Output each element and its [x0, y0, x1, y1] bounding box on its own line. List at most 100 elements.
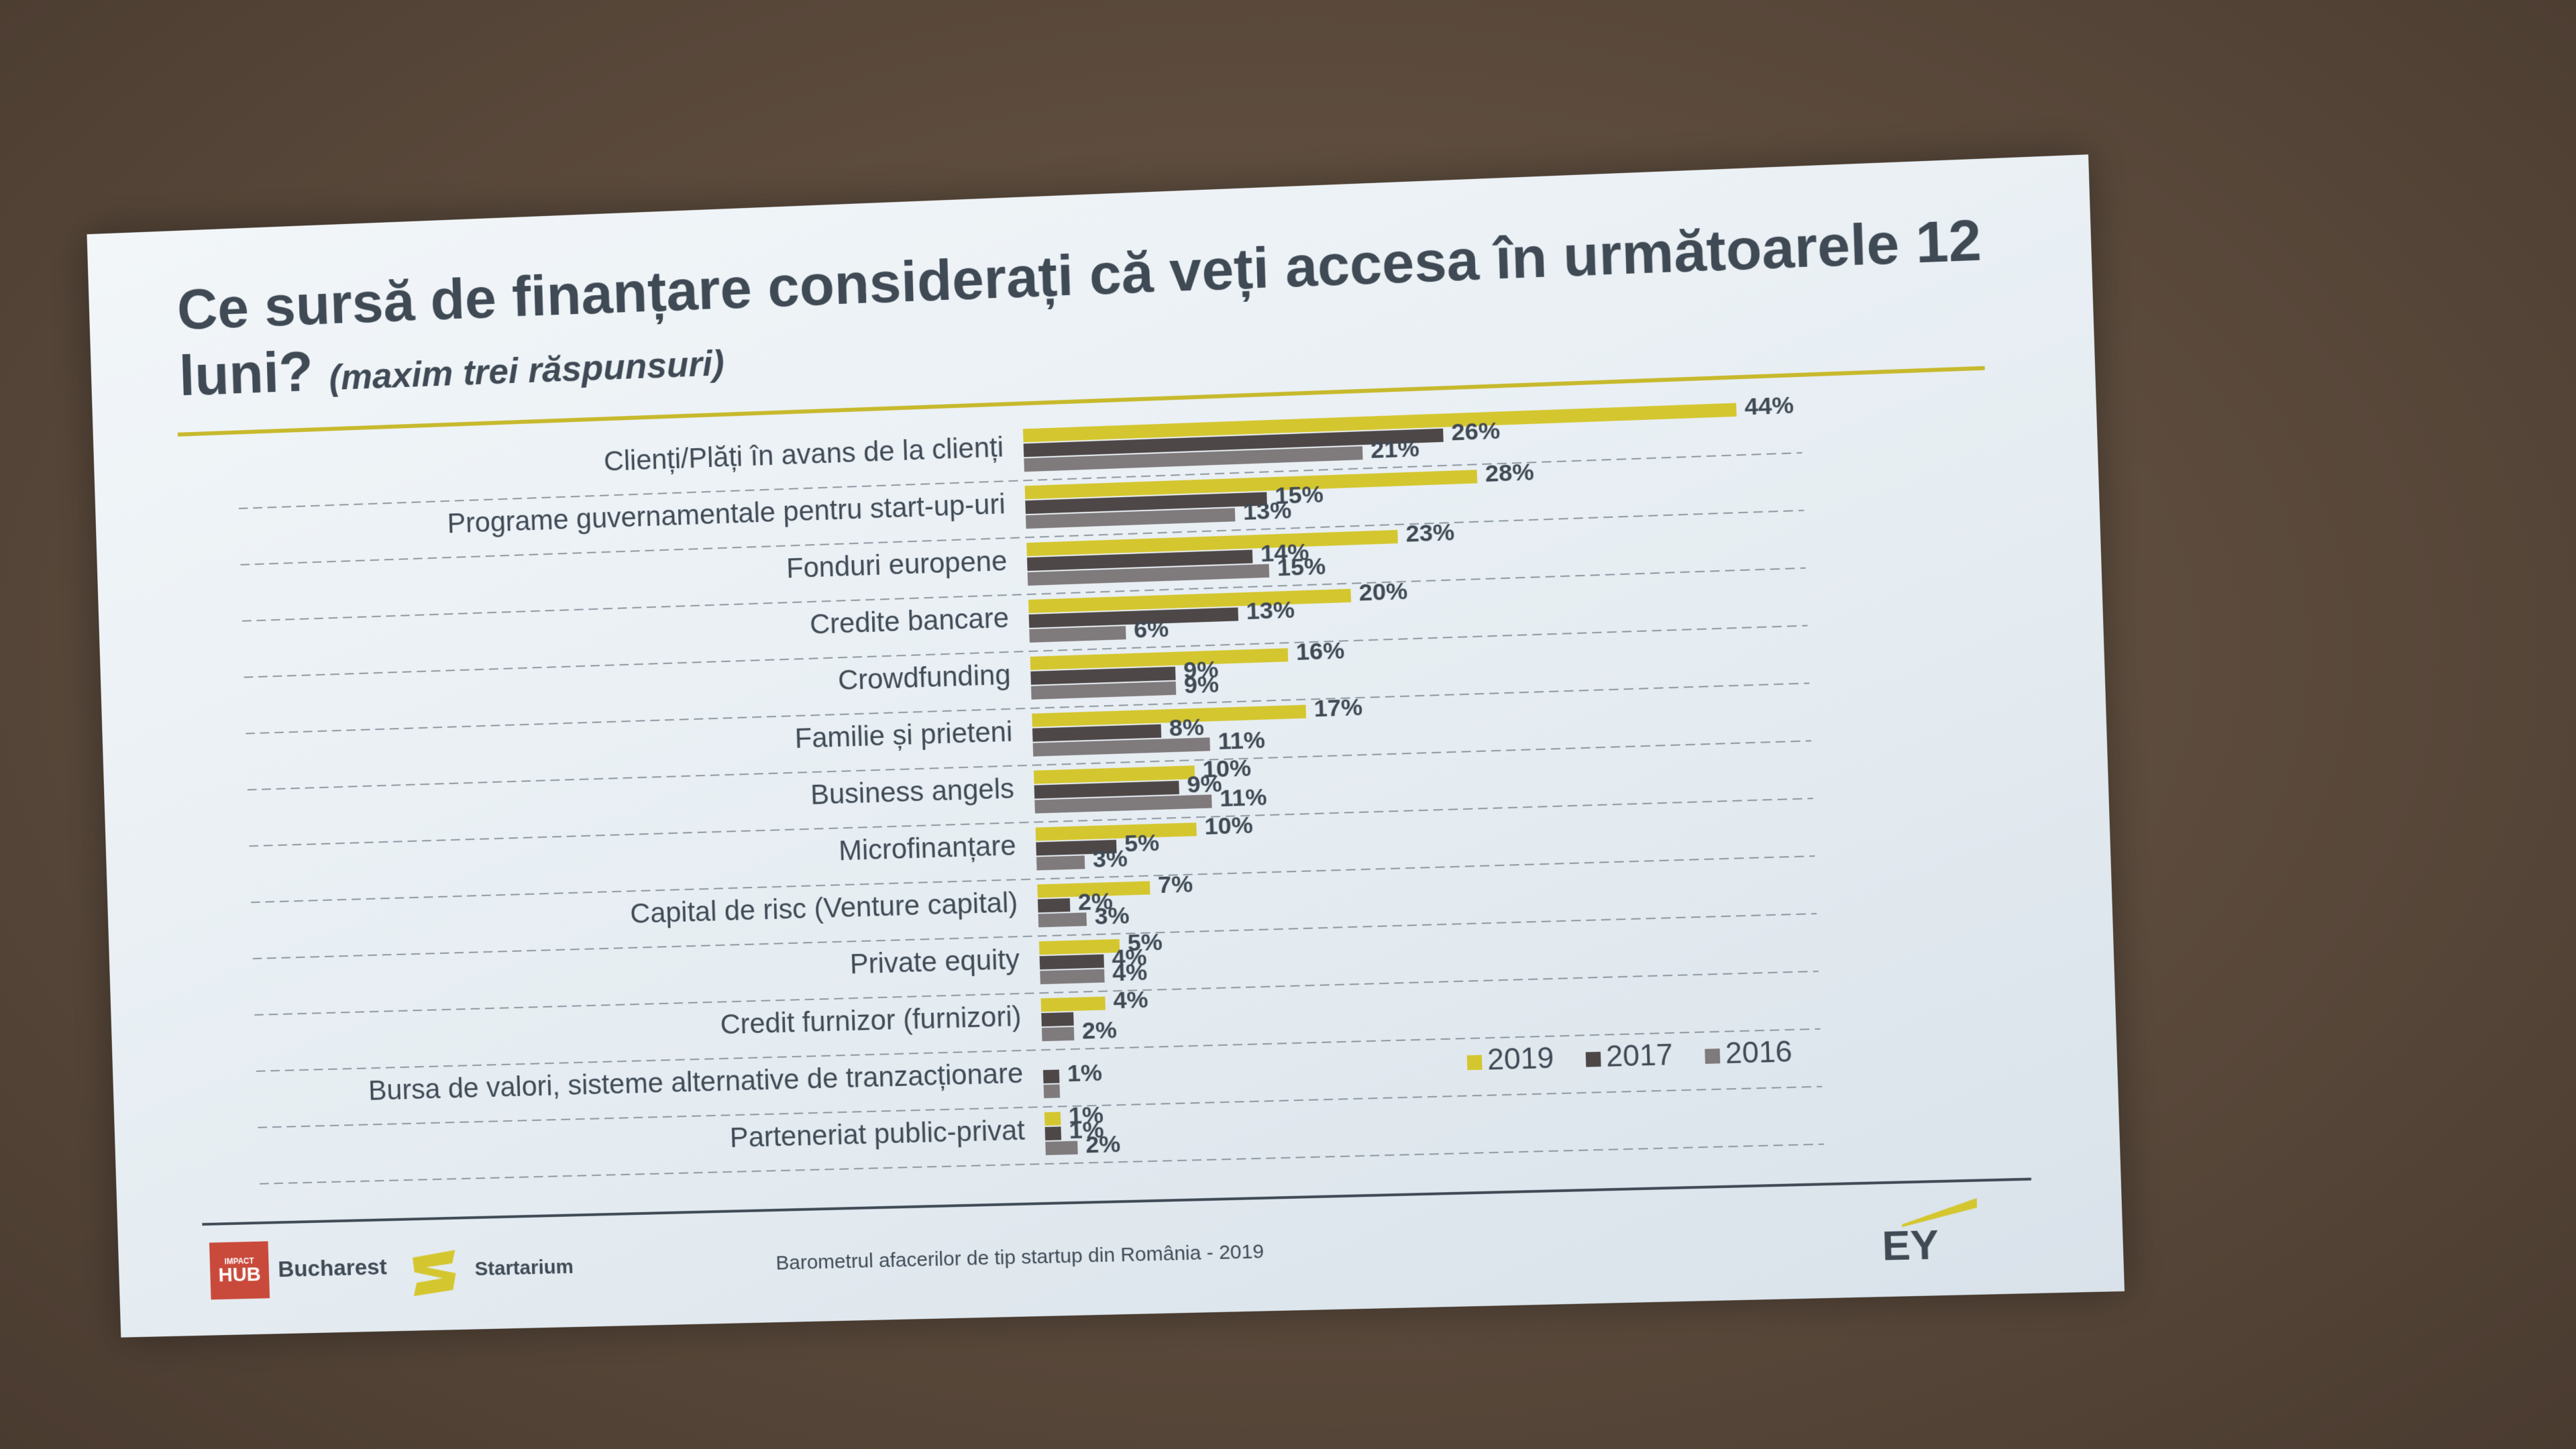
bar-2019	[1044, 1112, 1061, 1126]
ey-beam-icon	[1901, 1197, 1978, 1228]
row-separator	[239, 453, 1802, 508]
value-label: 11%	[1220, 784, 1268, 812]
row-separator	[249, 798, 1813, 846]
bar-2019	[1040, 996, 1106, 1012]
row-separator	[246, 683, 1809, 733]
bar-2019	[1030, 648, 1289, 670]
row-separator	[251, 856, 1815, 902]
value-label: 4%	[1113, 986, 1148, 1014]
bar-2017	[1039, 954, 1104, 970]
value-label: 14%	[1260, 538, 1309, 567]
bar-2016	[1032, 737, 1210, 757]
bar-2019	[1038, 938, 1120, 955]
bar-2017	[1028, 607, 1239, 628]
source-note: Barometrul afacerilor de tip startup din…	[775, 1240, 1265, 1275]
legend-label-2017: 2017	[1605, 1038, 1673, 1073]
category-label: Crowdfunding	[837, 659, 1011, 696]
row-separator	[256, 1029, 1821, 1071]
category-label: Business angels	[810, 772, 1015, 810]
bar-2019	[1028, 588, 1352, 613]
bar-2017	[1023, 428, 1444, 458]
value-label: 8%	[1169, 713, 1204, 741]
hub-mid-text: HUB	[218, 1263, 262, 1287]
category-label: Parteneriat public-privat	[729, 1114, 1026, 1153]
bar-2016	[1043, 1084, 1061, 1099]
bar-2016	[1045, 1140, 1078, 1155]
value-label: 13%	[1242, 496, 1292, 525]
category-label: Bursa de valori, sisteme alternative de …	[368, 1057, 1023, 1106]
value-label: 10%	[1202, 754, 1251, 783]
value-label: 1%	[1069, 1116, 1104, 1144]
bar-2017	[1034, 780, 1179, 799]
value-label: 13%	[1246, 596, 1295, 625]
row-separator	[260, 1144, 1824, 1184]
value-label: 23%	[1405, 519, 1455, 547]
legend-swatch-2019	[1466, 1055, 1483, 1071]
bar-2016	[1027, 564, 1270, 586]
value-label: 3%	[1094, 902, 1130, 930]
value-label: 26%	[1451, 417, 1501, 445]
bar-2019	[1024, 470, 1478, 500]
bar-2017	[1044, 1126, 1062, 1140]
presentation-slide: Ce sursă de finanțare considerați că veț…	[87, 154, 2125, 1338]
value-label: 28%	[1485, 458, 1534, 487]
startarium-logo: Startarium	[406, 1240, 574, 1297]
bar-2017	[1025, 492, 1267, 515]
value-label: 17%	[1313, 694, 1363, 722]
startarium-icon	[412, 1250, 457, 1297]
value-label: 10%	[1204, 811, 1253, 840]
row-separator	[254, 971, 1819, 1015]
category-label: Programe guvernamentale pentru start-up-…	[447, 488, 1006, 539]
bar-2016	[1041, 1026, 1075, 1042]
bar-chart: Clienți/Plăți în avans de la clienți 44% 2…	[93, 391, 2120, 1205]
value-label: 5%	[1124, 829, 1160, 857]
bar-2017	[1036, 839, 1117, 856]
value-label: 6%	[1134, 615, 1169, 643]
category-label: Credite bancare	[810, 602, 1010, 640]
startarium-text: Startarium	[474, 1255, 574, 1281]
value-label: 15%	[1275, 480, 1324, 509]
ey-logo: EY	[1880, 1193, 1986, 1270]
bar-2017	[1041, 1012, 1074, 1027]
bar-2017	[1032, 724, 1162, 742]
category-label: Clienți/Plăți în avans de la clienți	[603, 431, 1004, 477]
bar-2019	[1022, 402, 1737, 443]
category-label: Familie și prieteni	[794, 715, 1013, 754]
row-separator	[242, 568, 1806, 621]
value-label: 2%	[1085, 1130, 1121, 1159]
bar-2016	[1036, 855, 1085, 871]
impact-hub-icon: IMPACT HUB	[209, 1241, 270, 1300]
value-label: 1%	[1068, 1101, 1104, 1129]
impact-hub-logo: IMPACT HUB Bucharest	[209, 1238, 388, 1300]
bar-2019	[1035, 822, 1197, 841]
category-label: Private equity	[849, 943, 1020, 979]
bar-2016	[1024, 446, 1363, 472]
bar-2017	[1030, 666, 1176, 685]
value-label: 9%	[1183, 655, 1218, 684]
value-label: 2%	[1081, 1016, 1117, 1044]
legend-swatch-2016	[1705, 1049, 1721, 1064]
bar-2016	[1038, 912, 1087, 928]
value-label: 21%	[1371, 435, 1420, 464]
legend-label-2016: 2016	[1725, 1035, 1792, 1071]
value-label: 16%	[1295, 637, 1345, 665]
value-label: 20%	[1358, 578, 1408, 606]
legend-label-2019: 2019	[1487, 1041, 1554, 1076]
bar-2017	[1037, 898, 1071, 913]
value-label: 4%	[1112, 958, 1148, 986]
legend-swatch-2017	[1585, 1051, 1601, 1067]
value-label: 4%	[1112, 943, 1147, 971]
value-label: 44%	[1744, 391, 1794, 420]
bar-2017	[1042, 1069, 1060, 1084]
bar-2019	[1037, 881, 1150, 898]
value-label: 9%	[1187, 770, 1222, 798]
bar-2017	[1026, 549, 1253, 572]
value-label: 1%	[1067, 1059, 1102, 1087]
slide-title: Ce sursă de finanțare considerați că veț…	[176, 206, 1988, 417]
value-label: 7%	[1157, 870, 1193, 898]
value-label: 2%	[1077, 888, 1113, 916]
bar-2019	[1026, 529, 1398, 557]
hub-city-text: Bucharest	[277, 1254, 388, 1282]
value-label: 3%	[1092, 845, 1128, 873]
bar-2016	[1030, 681, 1177, 700]
